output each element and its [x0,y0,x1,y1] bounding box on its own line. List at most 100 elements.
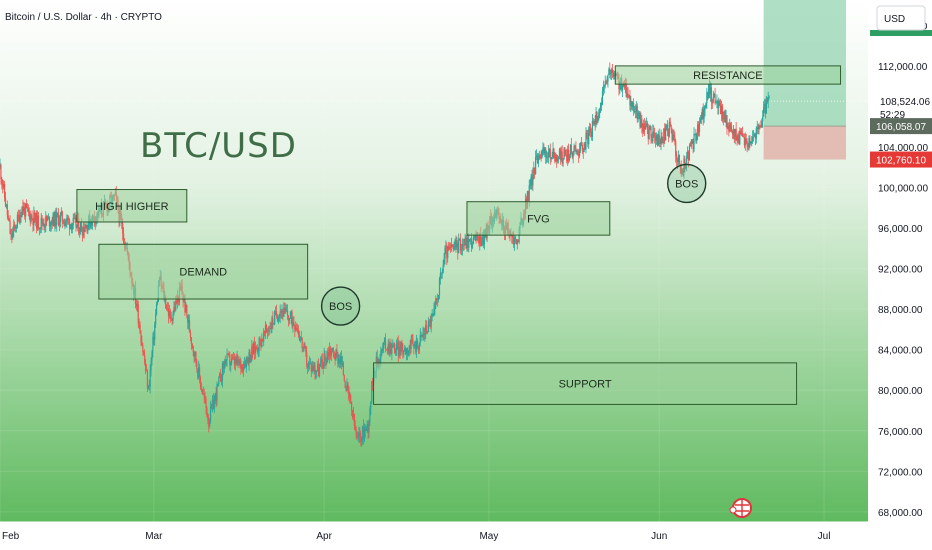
candle-body [452,247,454,250]
candle-body [321,359,323,363]
candle-body [650,126,652,138]
candle-body [663,128,665,143]
zone-resistance[interactable]: RESISTANCE [614,65,842,85]
candle-body [704,107,706,111]
settings-gear-icon[interactable] [878,533,926,547]
zone-rect[interactable] [614,65,842,85]
zone-rect[interactable] [98,243,309,300]
zone-support[interactable]: SUPPORT [373,362,798,405]
candle-body [634,111,637,112]
currency-selector[interactable]: USD [876,5,926,31]
candle-body [483,234,485,245]
candle-body [464,238,466,246]
candle-body [463,245,465,246]
candle-body [424,334,426,335]
candle-body [516,240,518,244]
candle-body [677,155,680,162]
bos-marker[interactable]: BOS [320,286,361,326]
candle-body [5,204,8,207]
candle-body [294,326,296,331]
brand-logo-icon[interactable] [729,498,752,518]
price-axis-bg[interactable] [868,0,932,550]
candle-body [256,348,258,352]
candle-body [602,87,604,92]
candle-body [441,272,443,274]
candle-body [741,133,743,135]
price-tick-label: 88,000.00 [878,305,923,316]
candle-body [662,142,664,144]
bos-circle[interactable] [320,286,361,326]
candle-body [335,349,337,360]
candle-body [351,410,354,418]
candle-body [557,158,559,161]
candle-body [340,356,343,365]
candle-body [138,323,140,326]
candle-body [540,156,542,158]
candle-body [193,352,195,357]
candle-body [36,215,39,229]
candle-body [68,219,71,229]
zone-rect[interactable] [466,201,611,236]
candle-body [609,69,611,75]
candle-body [448,246,451,250]
candle-body [64,222,66,226]
zone-rect[interactable] [373,362,798,405]
candle-body [619,85,621,90]
candle-body [395,343,398,351]
candle-body [238,361,240,364]
position-tool[interactable] [0,0,868,160]
candle-body [656,135,659,146]
candle-body [713,94,715,97]
candle-body [293,322,295,327]
candle-body [546,156,548,158]
bos-marker[interactable]: BOS [667,163,707,204]
candle-body [458,238,460,253]
candle-body [50,221,52,225]
candle-body [470,238,473,248]
candle-body [535,155,538,157]
candle-body [681,170,683,174]
candle-body [763,103,766,108]
zone-fvg[interactable]: FVG [466,201,611,236]
candle-body [577,151,579,155]
annotations-layer[interactable]: HIGH HIGHER DEMAND SUPPORT FVG RESISTANCE BOS… [76,65,842,405]
candle-body [69,224,72,229]
candle-body [714,94,716,104]
candle-body [13,224,15,232]
candle-body [653,131,655,133]
zone-demand[interactable]: DEMAND [98,243,309,300]
candle-body [59,214,62,223]
candle-body [227,353,229,355]
candle-body [471,244,474,248]
candle-body [14,224,16,226]
candle-body [405,347,407,355]
candle-body [416,340,418,352]
candle-body [377,359,379,365]
candle-body [356,435,358,437]
candle-body [476,233,478,241]
bos-circle[interactable] [667,163,707,204]
candle-body [216,384,218,401]
candle-body [285,310,288,312]
candle-body [610,72,612,75]
candle-body [150,360,152,371]
candle-body [753,134,756,137]
candle-body [3,184,6,198]
candle-body [331,348,333,353]
candle-body [543,147,545,154]
position-stop-zone[interactable] [763,126,847,160]
candle-body [26,207,29,209]
candle-body [235,358,237,364]
candle-body [18,215,20,223]
time-axis-bg[interactable] [0,522,868,550]
candle-body [445,246,447,249]
zone-high-higher[interactable]: HIGH HIGHER [76,189,188,223]
candle-body [310,363,312,372]
candle-body [480,233,482,247]
time-axis[interactable]: Feb Mar Apr May Jun Jul [2,531,830,542]
position-target-zone[interactable] [763,0,847,127]
candle-body [33,212,35,225]
candle-body [259,338,261,340]
zone-rect[interactable] [76,189,188,223]
